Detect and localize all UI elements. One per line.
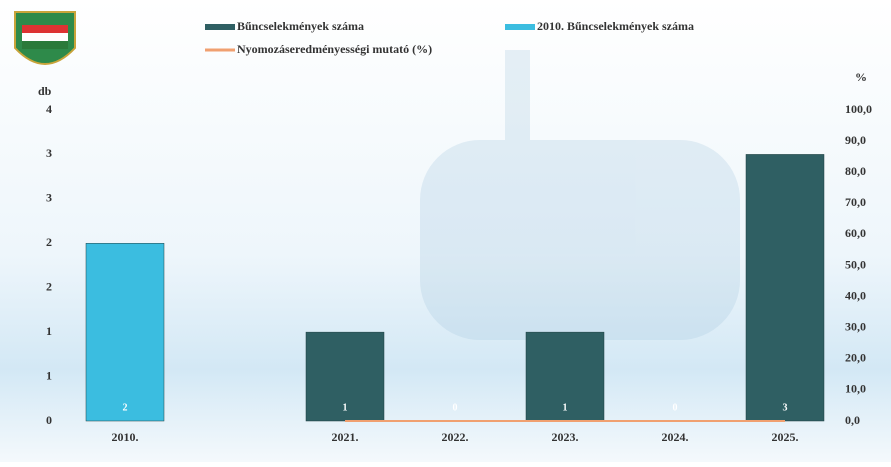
legend-swatch bbox=[505, 24, 535, 30]
legend-swatch bbox=[205, 24, 235, 30]
x-tick-label: 2024. bbox=[662, 430, 689, 444]
y2-tick-label: 70,0 bbox=[845, 195, 866, 209]
x-tick-label: 2010. bbox=[112, 430, 139, 444]
legend-label: Nyomozáseredményességi mutató (%) bbox=[237, 42, 432, 56]
y-tick-label: 2 bbox=[46, 235, 52, 249]
y2-tick-label: 50,0 bbox=[845, 257, 866, 271]
x-tick-label: 2023. bbox=[552, 430, 579, 444]
y2-tick-label: 10,0 bbox=[845, 382, 866, 396]
x-tick-label: 2025. bbox=[772, 430, 799, 444]
y-tick-label: 1 bbox=[46, 368, 52, 382]
y2-tick-label: 60,0 bbox=[845, 226, 866, 240]
logo bbox=[14, 11, 76, 65]
y-tick-label: 3 bbox=[46, 146, 52, 160]
y2-tick-label: 0,0 bbox=[845, 413, 860, 427]
y-tick-label: 2 bbox=[46, 279, 52, 293]
bar bbox=[745, 154, 825, 422]
y2-tick-label: 80,0 bbox=[845, 164, 866, 178]
legend-label: Bűncselekmények száma bbox=[237, 19, 364, 33]
y2-tick-label: 100,0 bbox=[845, 102, 872, 116]
y2-tick-label: 90,0 bbox=[845, 133, 866, 147]
y2-axis-label: % bbox=[855, 70, 867, 84]
data-label: 1 bbox=[343, 402, 348, 413]
x-tick-label: 2022. bbox=[442, 430, 469, 444]
y-tick-label: 0 bbox=[46, 413, 52, 427]
y-axis-label: db bbox=[38, 84, 52, 98]
bar bbox=[85, 243, 165, 422]
y2-tick-label: 30,0 bbox=[845, 319, 866, 333]
bar bbox=[305, 331, 385, 422]
y-tick-label: 1 bbox=[46, 324, 52, 338]
y2-tick-label: 20,0 bbox=[845, 351, 866, 365]
data-label: 1 bbox=[563, 402, 568, 413]
x-tick-label: 2021. bbox=[332, 430, 359, 444]
data-label: 3 bbox=[783, 402, 788, 413]
building-watermark bbox=[420, 50, 740, 340]
y-tick-label: 3 bbox=[46, 191, 52, 205]
y2-tick-label: 40,0 bbox=[845, 288, 866, 302]
bar bbox=[525, 331, 605, 422]
y-tick-label: 4 bbox=[46, 102, 52, 116]
legend-label: 2010. Bűncselekmények száma bbox=[537, 19, 694, 33]
data-label: 0 bbox=[673, 402, 678, 413]
data-label: 0 bbox=[453, 402, 458, 413]
data-label: 2 bbox=[123, 402, 128, 413]
